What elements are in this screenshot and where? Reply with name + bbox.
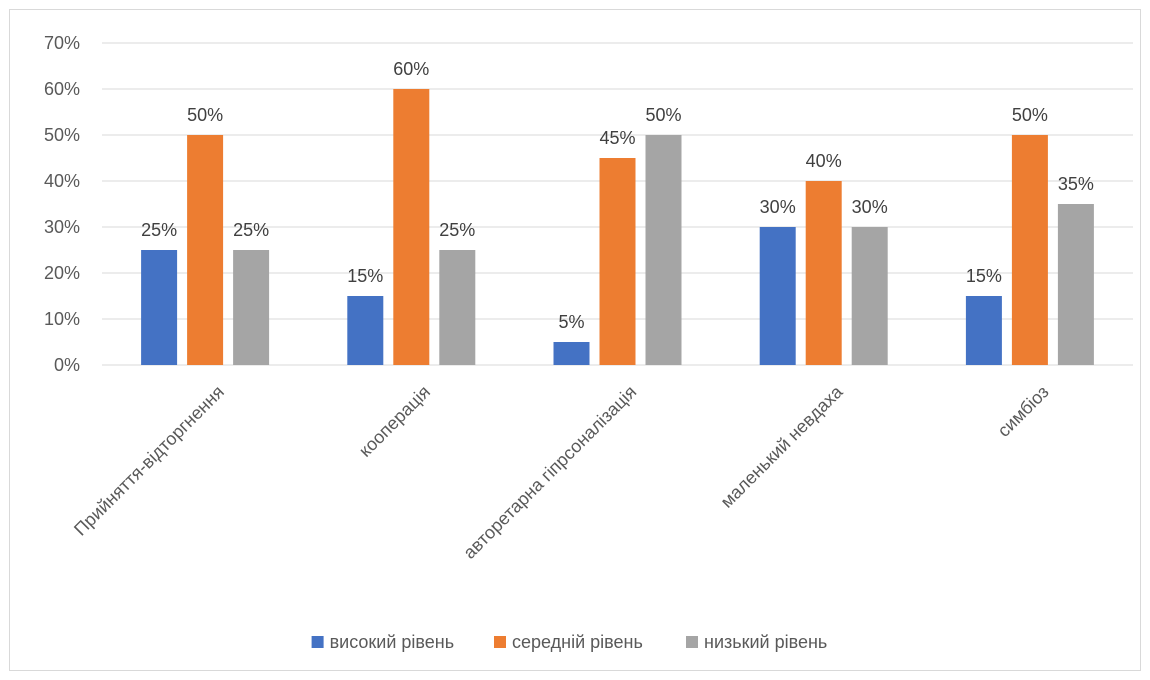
data-label: 25% bbox=[141, 220, 177, 240]
legend-label: високий рівень bbox=[330, 632, 455, 652]
bar bbox=[965, 296, 1002, 365]
legend-label: середній рівень bbox=[512, 632, 643, 652]
bar bbox=[759, 227, 796, 365]
category-label: Прийняття-відторгнення bbox=[70, 382, 228, 540]
y-tick-label: 30% bbox=[44, 217, 80, 237]
data-label: 30% bbox=[852, 197, 888, 217]
data-label: 45% bbox=[599, 128, 635, 148]
data-label: 50% bbox=[1012, 105, 1048, 125]
y-tick-label: 60% bbox=[44, 79, 80, 99]
legend-swatch bbox=[311, 636, 324, 648]
category-label: кооперація bbox=[355, 382, 434, 461]
data-label: 60% bbox=[393, 59, 429, 79]
y-tick-label: 10% bbox=[44, 309, 80, 329]
bar bbox=[599, 158, 636, 365]
y-tick-label: 40% bbox=[44, 171, 80, 191]
category-label: авторетарна гіпрсоналізація bbox=[459, 382, 640, 563]
bar bbox=[187, 135, 224, 365]
bar bbox=[393, 89, 430, 365]
data-label: 5% bbox=[558, 312, 584, 332]
bar bbox=[1011, 135, 1048, 365]
y-tick-label: 0% bbox=[54, 355, 80, 375]
data-label: 15% bbox=[966, 266, 1002, 286]
legend-swatch bbox=[494, 636, 506, 648]
bar bbox=[645, 135, 682, 365]
y-tick-label: 70% bbox=[44, 33, 80, 53]
category-label: маленький невдаха bbox=[717, 381, 848, 512]
y-tick-label: 50% bbox=[44, 125, 80, 145]
bar bbox=[141, 250, 178, 365]
bar bbox=[1057, 204, 1094, 365]
y-tick-label: 20% bbox=[44, 263, 80, 283]
bar bbox=[805, 181, 842, 365]
legend-swatch bbox=[686, 636, 698, 648]
bar bbox=[233, 250, 270, 365]
category-label: симбіоз bbox=[994, 382, 1053, 441]
bar bbox=[553, 342, 590, 365]
data-label: 25% bbox=[233, 220, 269, 240]
data-label: 40% bbox=[806, 151, 842, 171]
data-label: 35% bbox=[1058, 174, 1094, 194]
data-label: 50% bbox=[187, 105, 223, 125]
bar bbox=[439, 250, 476, 365]
data-label: 30% bbox=[760, 197, 796, 217]
bar bbox=[347, 296, 384, 365]
data-label: 50% bbox=[645, 105, 681, 125]
bar bbox=[851, 227, 888, 365]
data-label: 25% bbox=[439, 220, 475, 240]
data-label: 15% bbox=[347, 266, 383, 286]
legend-label: низький рівень bbox=[704, 632, 827, 652]
